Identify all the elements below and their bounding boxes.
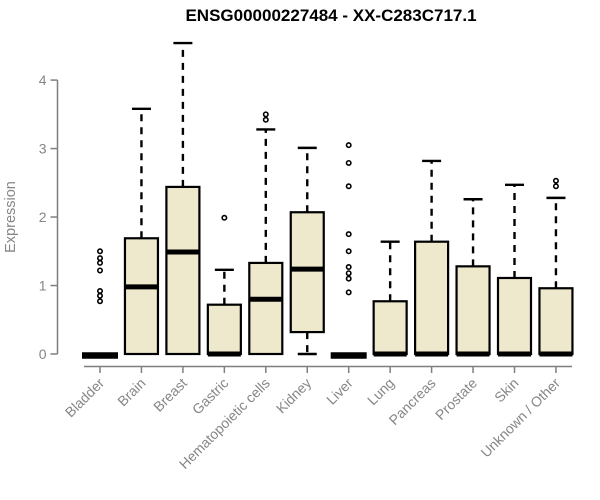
- outlier-point-liver: [345, 270, 352, 277]
- outlier-point-liver: [345, 289, 352, 296]
- y-tick-label-4: 4: [39, 72, 47, 88]
- x-tick-label-lung: Lung: [364, 375, 397, 408]
- box-kidney: [289, 211, 325, 334]
- y-axis-label: Expression: [3, 181, 19, 253]
- outlier-point-bladder: [97, 267, 104, 274]
- outlier-point-liver: [345, 183, 352, 190]
- outlier-point-liver: [345, 159, 352, 166]
- box-prostate: [455, 265, 491, 356]
- outlier-point-liver: [345, 275, 352, 282]
- x-tick-label-liver: Liver: [323, 375, 356, 408]
- outlier-point-bladder: [97, 292, 104, 299]
- outlier-point-liver: [345, 264, 352, 271]
- box-pancreas: [414, 240, 450, 356]
- outlier-point-gastric: [221, 214, 228, 221]
- outlier-point-hematopoietic-cells: [262, 111, 269, 118]
- y-tick-label-0: 0: [39, 346, 47, 362]
- x-tick-label-prostate: Prostate: [432, 375, 480, 423]
- outlier-point-unknown-other: [552, 177, 559, 184]
- outlier-point-bladder: [97, 259, 104, 266]
- outlier-point-hematopoietic-cells: [262, 116, 269, 123]
- outlier-point-bladder: [97, 298, 104, 305]
- outlier-point-bladder: [97, 255, 104, 262]
- box-skin: [496, 276, 533, 356]
- box-breast: [165, 185, 201, 356]
- box-unknown-other: [538, 287, 574, 356]
- outlier-point-bladder: [97, 248, 104, 255]
- x-tick-label-breast: Breast: [150, 375, 190, 415]
- x-tick-label-kidney: Kidney: [273, 375, 315, 417]
- box-lung: [372, 300, 408, 356]
- outlier-point-liver: [345, 231, 352, 238]
- box-brain: [123, 237, 160, 356]
- y-tick-label-1: 1: [39, 278, 47, 294]
- outlier-point-unknown-other: [552, 183, 559, 190]
- outlier-point-liver: [345, 142, 352, 149]
- outlier-point-liver: [345, 248, 352, 255]
- x-tick-label-bladder: Bladder: [62, 375, 108, 421]
- outlier-point-bladder: [97, 287, 104, 294]
- box-hematopoietic-cells: [248, 261, 284, 356]
- x-tick-label-unknown-other: Unknown / Other: [477, 375, 563, 461]
- chart-title: ENSG00000227484 - XX-C283C717.1: [185, 6, 476, 25]
- y-tick-label-3: 3: [39, 141, 47, 157]
- box-gastric: [206, 303, 242, 356]
- y-tick-label-2: 2: [39, 209, 47, 225]
- x-tick-label-skin: Skin: [491, 375, 522, 406]
- x-tick-label-brain: Brain: [114, 375, 148, 409]
